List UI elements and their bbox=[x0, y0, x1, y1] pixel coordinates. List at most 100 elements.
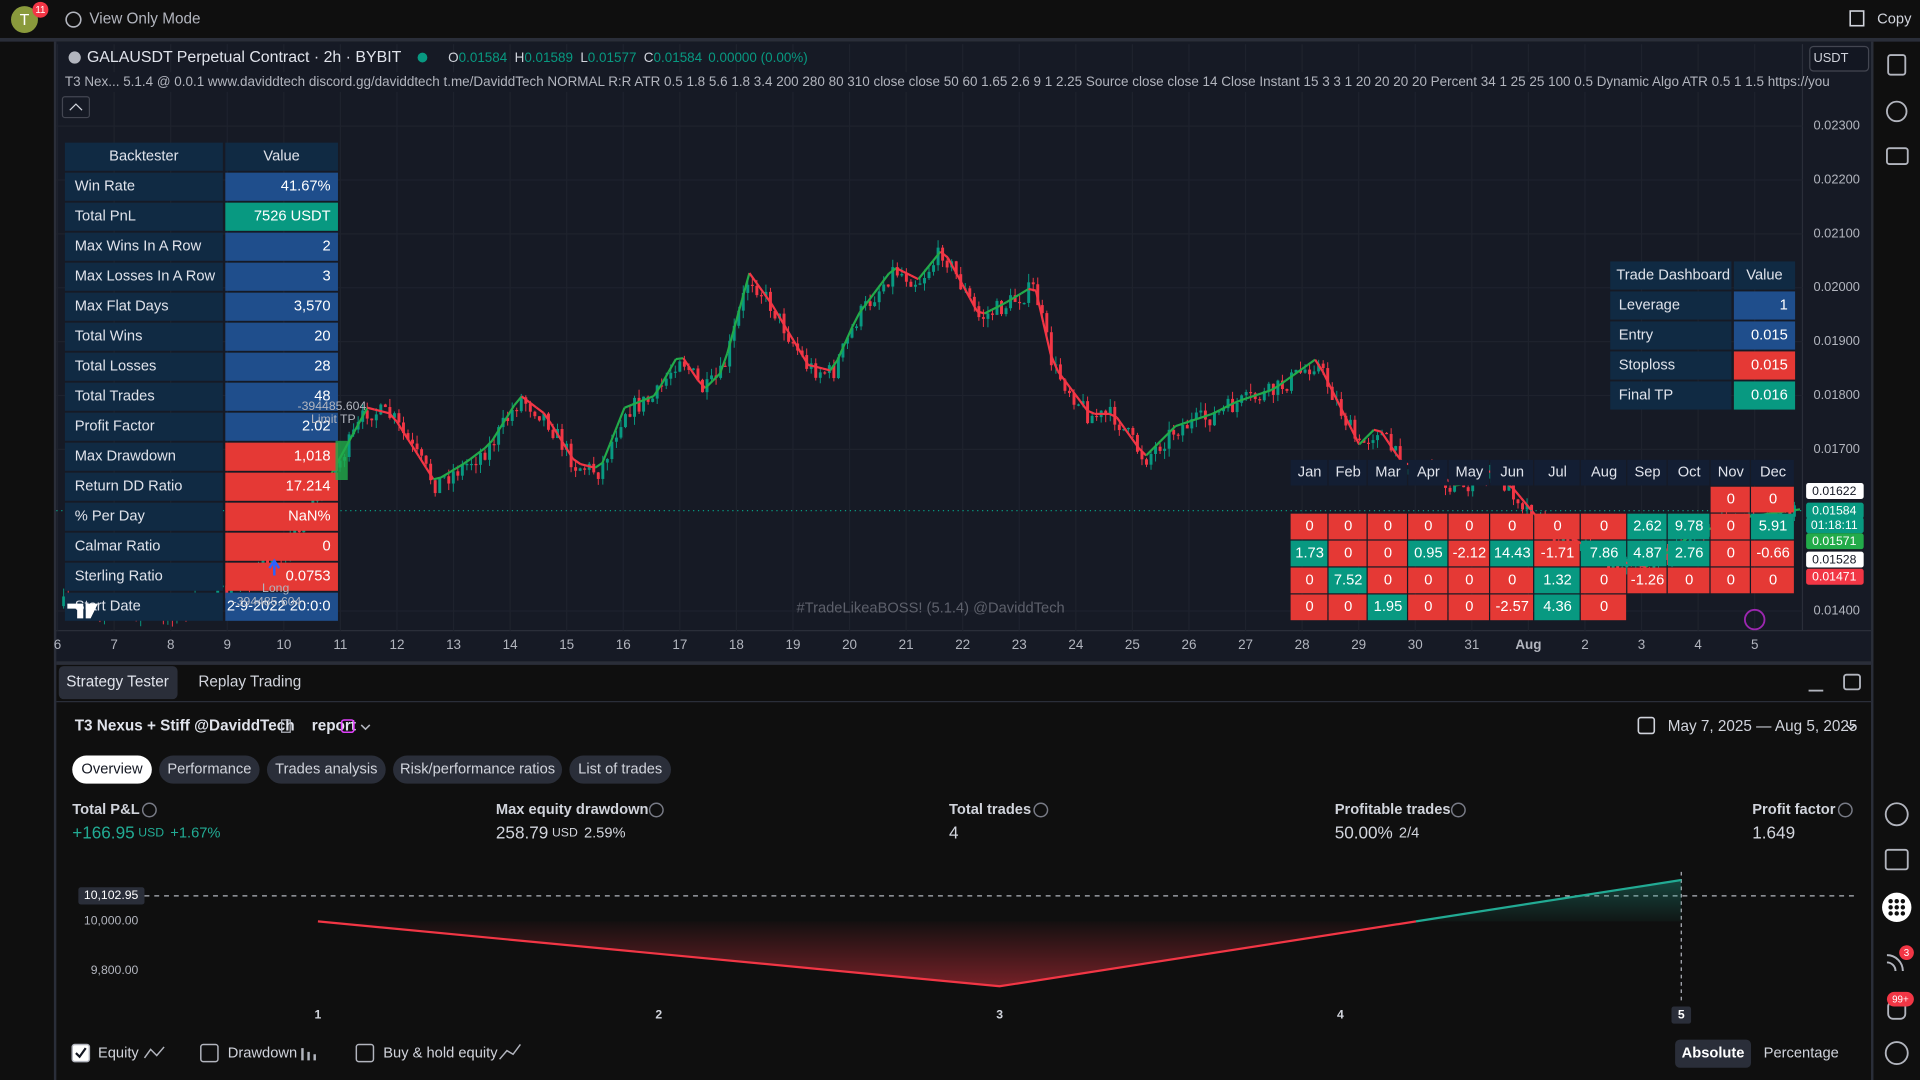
help-icon[interactable] bbox=[1884, 1041, 1909, 1065]
time-tick-label: 11 bbox=[333, 637, 347, 652]
trend-line bbox=[498, 416, 508, 430]
label[interactable]: Trades analysis bbox=[275, 761, 377, 777]
time-tick-label: 31 bbox=[1464, 637, 1479, 652]
label[interactable]: Percentage bbox=[1764, 1046, 1839, 1062]
candle-body bbox=[601, 462, 605, 479]
candle-body bbox=[882, 284, 886, 292]
trend-line bbox=[557, 434, 567, 448]
label[interactable]: Absolute bbox=[1682, 1046, 1745, 1062]
price-tick-label: 0.01400 bbox=[1813, 602, 1859, 617]
y-tick-label: 9,800.00 bbox=[91, 963, 139, 977]
table-cell bbox=[225, 442, 338, 471]
trend-line bbox=[520, 395, 530, 403]
checkbox[interactable] bbox=[355, 1043, 375, 1063]
candle-body bbox=[1190, 419, 1194, 429]
text-part: T3 Nexus + Stiff @DaviddTech bbox=[75, 718, 295, 735]
label[interactable]: Copy bbox=[1877, 11, 1912, 27]
trend-line bbox=[770, 303, 780, 317]
avatar[interactable] bbox=[11, 6, 38, 34]
calendar-icon[interactable] bbox=[1637, 716, 1656, 735]
label: 0 bbox=[1465, 599, 1473, 615]
trend-line bbox=[718, 352, 729, 374]
trend-line bbox=[608, 425, 619, 445]
x-tick-label: 5 bbox=[1678, 1007, 1685, 1021]
pill[interactable] bbox=[72, 755, 152, 784]
label[interactable]: Strategy Tester bbox=[66, 674, 169, 691]
candle-body bbox=[832, 365, 836, 379]
candle-body bbox=[1385, 432, 1389, 435]
label[interactable]: Buy & hold equity bbox=[383, 1046, 498, 1062]
label: Win Rate bbox=[75, 179, 135, 195]
label: Calmar Ratio bbox=[75, 539, 161, 555]
label[interactable]: Replay Trading bbox=[198, 674, 301, 691]
label[interactable]: Performance bbox=[167, 761, 251, 777]
price-tick-label: 0.02300 bbox=[1813, 118, 1859, 133]
calendar-chip bbox=[340, 719, 355, 734]
label: Leverage bbox=[1619, 297, 1680, 313]
label[interactable]: Risk/performance ratios bbox=[400, 761, 555, 777]
text-part: 2/4 bbox=[1399, 825, 1419, 841]
pill[interactable] bbox=[393, 755, 563, 784]
label[interactable]: List of trades bbox=[578, 761, 662, 777]
currency-button[interactable] bbox=[1809, 45, 1870, 72]
candle-body bbox=[1280, 380, 1284, 390]
trend-line bbox=[646, 394, 655, 400]
strategy-name: T3 Nexus + Stiff @DaviddTech report bbox=[75, 718, 356, 735]
candle-body bbox=[465, 464, 469, 466]
table-cell bbox=[225, 472, 338, 501]
candle-body bbox=[442, 476, 446, 478]
label[interactable]: May 7, 2025 — Aug 5, 2025 bbox=[1668, 718, 1858, 735]
trend-line bbox=[1013, 292, 1022, 299]
time-tick-label: 18 bbox=[729, 637, 744, 652]
label[interactable]: Drawdown bbox=[228, 1046, 297, 1062]
label[interactable]: Overview bbox=[81, 761, 143, 777]
text-part: C bbox=[644, 50, 654, 65]
trend-line bbox=[873, 282, 883, 294]
candle-body bbox=[483, 452, 487, 460]
table-header-cell bbox=[1490, 459, 1534, 486]
trend-line bbox=[572, 458, 582, 465]
mode-active[interactable] bbox=[1675, 1039, 1752, 1068]
candle-body bbox=[1303, 369, 1307, 373]
candle-body bbox=[447, 476, 451, 484]
table-cell bbox=[1610, 321, 1732, 350]
tool-icon[interactable] bbox=[1884, 802, 1909, 827]
candle-body bbox=[990, 313, 994, 315]
pill[interactable] bbox=[266, 755, 386, 784]
metric-value: +166.95 USD +1.67% bbox=[72, 822, 220, 842]
checkbox[interactable] bbox=[200, 1043, 219, 1063]
tab-active[interactable] bbox=[58, 666, 178, 700]
candle-body bbox=[1212, 412, 1216, 426]
candle-body bbox=[904, 274, 908, 282]
checkbox[interactable] bbox=[71, 1043, 91, 1063]
label: 0 bbox=[1727, 491, 1735, 507]
trend-line bbox=[888, 267, 897, 275]
maximize-icon[interactable] bbox=[1843, 673, 1861, 691]
label: Max equity drawdown bbox=[496, 802, 649, 818]
candle-body bbox=[1086, 401, 1090, 424]
table-cell bbox=[1328, 567, 1367, 594]
label: 3,570 bbox=[294, 299, 331, 315]
candle-body bbox=[1122, 429, 1126, 431]
label: 0 bbox=[322, 539, 330, 555]
calendar-icon[interactable] bbox=[1884, 848, 1909, 871]
label: 0 bbox=[1508, 572, 1516, 588]
eye-icon bbox=[65, 11, 82, 28]
pill[interactable] bbox=[569, 755, 672, 784]
trend-line bbox=[880, 272, 890, 284]
copy-icon[interactable] bbox=[1849, 10, 1865, 27]
right-toolbar bbox=[1884, 54, 1909, 1065]
collapse-button[interactable] bbox=[61, 96, 90, 119]
pill[interactable] bbox=[159, 755, 260, 784]
table-cell bbox=[1367, 513, 1407, 540]
candle-body bbox=[429, 463, 433, 481]
candle-body bbox=[365, 410, 369, 419]
divider bbox=[1871, 41, 1874, 1080]
trend-line bbox=[417, 455, 428, 469]
label[interactable]: Equity bbox=[98, 1046, 139, 1062]
candle-body bbox=[1362, 439, 1366, 443]
trend-line bbox=[1358, 436, 1368, 446]
label: % Per Day bbox=[75, 509, 146, 525]
table-cell bbox=[225, 262, 338, 291]
table-cell bbox=[1534, 594, 1580, 621]
